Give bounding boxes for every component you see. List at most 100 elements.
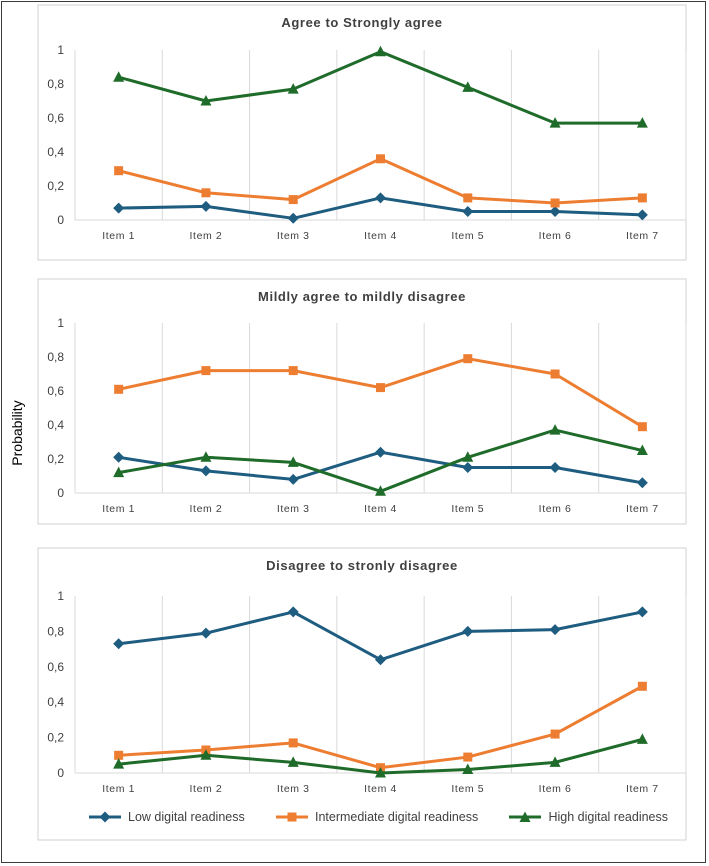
data-point-square bbox=[637, 422, 647, 432]
y-tick-label: 1 bbox=[57, 589, 64, 603]
data-point-triangle bbox=[287, 456, 299, 467]
data-point-square bbox=[376, 154, 385, 164]
chart-panel-3: Disagree to stronly disagree 0 0,2 0,4 0,6 0,… bbox=[37, 547, 687, 841]
x-tick-label: Item 2 bbox=[190, 503, 223, 515]
data-point-square bbox=[550, 729, 560, 739]
legend-item-low: Low digital readiness bbox=[88, 810, 245, 824]
data-point-triangle bbox=[636, 733, 648, 744]
data-point-square bbox=[376, 383, 385, 393]
data-point-diamond bbox=[113, 451, 125, 463]
data-point-diamond bbox=[113, 202, 125, 214]
data-point-diamond bbox=[462, 206, 474, 217]
data-point-square bbox=[637, 681, 647, 691]
x-tick-label: Item 6 bbox=[539, 783, 572, 795]
data-point-triangle bbox=[113, 71, 125, 82]
data-point-square bbox=[288, 366, 298, 376]
data-point-diamond bbox=[287, 212, 299, 224]
data-point-triangle bbox=[200, 749, 212, 760]
chart-panel-1: Agree to Strongly agree 0 0,2 0,4 0,6 0,8 1 Ite… bbox=[37, 4, 687, 261]
data-point-square bbox=[114, 166, 124, 176]
x-tick-label: Item 3 bbox=[277, 230, 310, 242]
data-point-diamond bbox=[462, 462, 474, 473]
legend: Low digital readiness Intermediate digit… bbox=[88, 806, 668, 828]
data-point-square bbox=[201, 188, 211, 198]
y-tick-label: 0,2 bbox=[47, 731, 64, 745]
y-tick-label: 0,8 bbox=[47, 624, 64, 638]
legend-item-intermediate: Intermediate digital readiness bbox=[275, 810, 478, 824]
y-tick-label: 0,6 bbox=[47, 111, 64, 125]
data-point-diamond bbox=[375, 446, 386, 458]
data-point-diamond bbox=[287, 606, 299, 618]
data-point-square bbox=[463, 193, 473, 203]
chart-title: Agree to Strongly agree bbox=[281, 15, 442, 30]
legend-label-high: High digital readiness bbox=[548, 810, 668, 824]
data-point-diamond bbox=[549, 624, 561, 636]
y-tick-label: 0 bbox=[57, 486, 64, 500]
data-point-triangle bbox=[636, 444, 648, 455]
legend-item-high: High digital readiness bbox=[508, 810, 668, 824]
data-point-triangle bbox=[375, 45, 386, 57]
data-point-triangle bbox=[549, 117, 561, 128]
legend-marker-intermediate bbox=[275, 812, 308, 822]
data-point-triangle bbox=[113, 466, 125, 478]
chart-panel-border bbox=[37, 4, 687, 261]
data-point-triangle bbox=[549, 756, 561, 767]
y-tick-label: 0,8 bbox=[47, 350, 64, 364]
chart-title: Mildly agree to mildly disagree bbox=[258, 289, 466, 304]
data-point-diamond bbox=[636, 209, 648, 221]
data-point-diamond bbox=[636, 477, 648, 489]
data-point-square bbox=[114, 384, 124, 394]
x-tick-label: Item 1 bbox=[102, 230, 135, 242]
y-tick-label: 1 bbox=[57, 43, 64, 57]
y-tick-label: 0,4 bbox=[47, 145, 64, 159]
x-tick-label: Item 6 bbox=[539, 230, 572, 242]
data-point-diamond bbox=[287, 473, 299, 485]
data-point-triangle bbox=[462, 763, 474, 774]
data-point-triangle bbox=[462, 451, 474, 462]
x-tick-label: Item 7 bbox=[626, 783, 659, 795]
data-point-triangle bbox=[375, 767, 386, 778]
x-tick-label: Item 5 bbox=[451, 230, 484, 242]
data-point-triangle bbox=[200, 451, 212, 462]
data-point-diamond bbox=[200, 200, 212, 212]
legend-marker-low bbox=[89, 811, 121, 823]
data-point-diamond bbox=[636, 606, 648, 618]
legend-label-intermediate: Intermediate digital readiness bbox=[314, 810, 479, 824]
y-tick-label: 0,2 bbox=[47, 452, 64, 466]
data-point-triangle bbox=[462, 81, 474, 92]
y-tick-label: 0,6 bbox=[47, 384, 64, 398]
x-tick-label: Item 6 bbox=[539, 503, 572, 515]
data-point-triangle bbox=[375, 485, 386, 496]
data-point-triangle bbox=[287, 83, 299, 94]
data-point-square bbox=[288, 738, 298, 748]
data-point-diamond bbox=[462, 625, 474, 637]
data-point-square bbox=[550, 369, 560, 379]
y-tick-label: 0,2 bbox=[47, 179, 64, 193]
x-tick-label: Item 2 bbox=[190, 783, 223, 795]
x-tick-label: Item 4 bbox=[364, 783, 397, 795]
data-point-diamond bbox=[113, 638, 125, 650]
y-tick-label: 0 bbox=[57, 766, 64, 780]
data-point-diamond bbox=[375, 654, 386, 666]
chart-title: Disagree to stronly disagree bbox=[266, 558, 458, 573]
chart-panel-2: Mildly agree to mildly disagree 0 0,2 0,4 0,… bbox=[37, 278, 687, 525]
x-tick-label: Item 4 bbox=[364, 230, 397, 242]
data-point-square bbox=[550, 198, 560, 208]
chart-panel-border bbox=[37, 278, 687, 525]
legend-label-low: Low digital readiness bbox=[128, 810, 245, 824]
y-tick-label: 0,4 bbox=[47, 418, 64, 432]
data-point-diamond bbox=[549, 206, 561, 217]
legend-marker-high bbox=[509, 811, 542, 822]
x-tick-label: Item 3 bbox=[277, 503, 310, 515]
data-point-triangle bbox=[636, 117, 648, 128]
y-tick-label: 0,4 bbox=[47, 695, 64, 709]
y-tick-label: 1 bbox=[57, 316, 64, 330]
x-tick-label: Item 3 bbox=[277, 783, 310, 795]
data-point-square bbox=[463, 752, 473, 762]
data-point-square bbox=[637, 193, 647, 203]
data-point-square bbox=[201, 366, 211, 376]
data-point-triangle bbox=[287, 756, 299, 767]
x-tick-label: Item 5 bbox=[451, 503, 484, 515]
